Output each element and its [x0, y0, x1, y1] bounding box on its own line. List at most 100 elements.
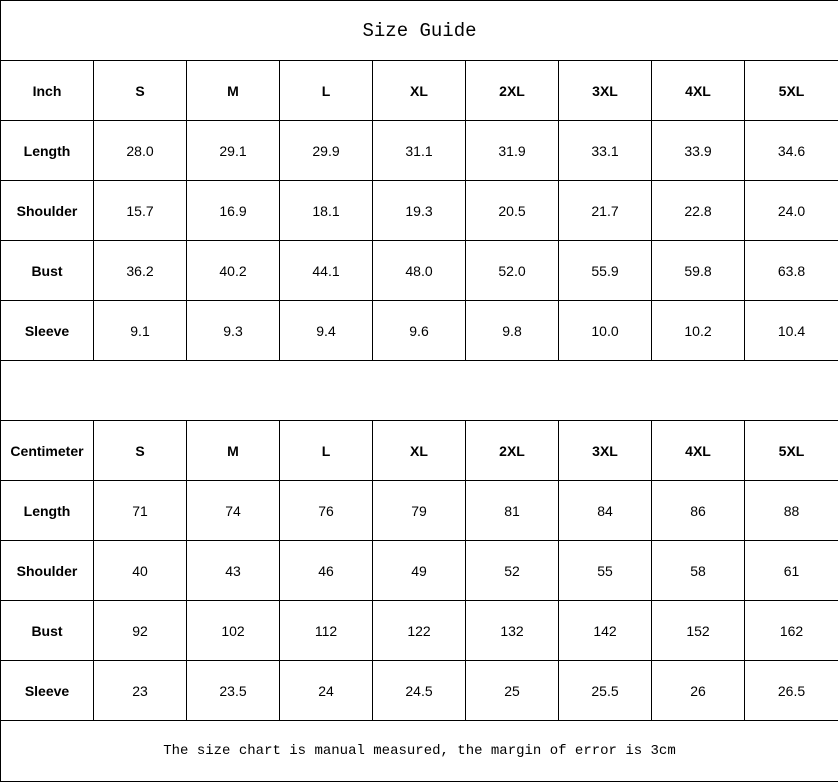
measurement-value: 9.1 — [94, 301, 187, 361]
measurement-value: 16.9 — [187, 181, 280, 241]
measurement-value: 76 — [280, 481, 373, 541]
measurement-value: 24.0 — [745, 181, 838, 241]
measurement-value: 28.0 — [94, 121, 187, 181]
measurement-value: 23.5 — [187, 661, 280, 721]
measurement-value: 43 — [187, 541, 280, 601]
measurement-value: 21.7 — [559, 181, 652, 241]
measurement-value: 33.9 — [652, 121, 745, 181]
measurement-label: Sleeve — [1, 301, 94, 361]
unit-label: Inch — [1, 61, 94, 121]
size-header: XL — [373, 421, 466, 481]
measurement-value: 26 — [652, 661, 745, 721]
title-row: Size Guide — [1, 1, 838, 61]
measurement-value: 142 — [559, 601, 652, 661]
measurement-label: Bust — [1, 601, 94, 661]
measurement-value: 29.9 — [280, 121, 373, 181]
size-header: 3XL — [559, 421, 652, 481]
size-header: M — [187, 421, 280, 481]
measurement-value: 9.6 — [373, 301, 466, 361]
measurement-value: 20.5 — [466, 181, 559, 241]
footer-row: The size chart is manual measured, the m… — [1, 721, 838, 782]
measurement-label: Shoulder — [1, 181, 94, 241]
measurement-label: Length — [1, 481, 94, 541]
measurement-value: 34.6 — [745, 121, 838, 181]
measurement-value: 40.2 — [187, 241, 280, 301]
measurement-value: 36.2 — [94, 241, 187, 301]
measurement-value: 63.8 — [745, 241, 838, 301]
measurement-value: 26.5 — [745, 661, 838, 721]
measurement-value: 52 — [466, 541, 559, 601]
measurement-value: 10.2 — [652, 301, 745, 361]
size-header: S — [94, 421, 187, 481]
measurement-label: Bust — [1, 241, 94, 301]
measurement-value: 10.4 — [745, 301, 838, 361]
measurement-value: 9.8 — [466, 301, 559, 361]
measurement-value: 18.1 — [280, 181, 373, 241]
size-header: L — [280, 61, 373, 121]
measurement-value: 22.8 — [652, 181, 745, 241]
measurement-value: 24.5 — [373, 661, 466, 721]
measurement-value: 162 — [745, 601, 838, 661]
measurement-value: 84 — [559, 481, 652, 541]
size-header: 4XL — [652, 421, 745, 481]
measurement-value: 52.0 — [466, 241, 559, 301]
measurement-value: 79 — [373, 481, 466, 541]
measurement-label: Length — [1, 121, 94, 181]
measurement-value: 9.4 — [280, 301, 373, 361]
measurement-value: 88 — [745, 481, 838, 541]
measurement-value: 33.1 — [559, 121, 652, 181]
measurement-value: 23 — [94, 661, 187, 721]
measurement-value: 9.3 — [187, 301, 280, 361]
measurement-label: Shoulder — [1, 541, 94, 601]
spacer-row — [1, 361, 838, 421]
measurement-value: 10.0 — [559, 301, 652, 361]
size-header: S — [94, 61, 187, 121]
size-header: L — [280, 421, 373, 481]
measurement-value: 19.3 — [373, 181, 466, 241]
measurement-value: 31.9 — [466, 121, 559, 181]
measurement-value: 122 — [373, 601, 466, 661]
measurement-value: 25 — [466, 661, 559, 721]
measurement-value: 71 — [94, 481, 187, 541]
measurement-value: 152 — [652, 601, 745, 661]
measurement-value: 55 — [559, 541, 652, 601]
measurement-value: 25.5 — [559, 661, 652, 721]
measurement-label: Sleeve — [1, 661, 94, 721]
measurement-value: 31.1 — [373, 121, 466, 181]
measurement-value: 48.0 — [373, 241, 466, 301]
size-header: 3XL — [559, 61, 652, 121]
size-header: 5XL — [745, 421, 838, 481]
measurement-value: 55.9 — [559, 241, 652, 301]
measurement-value: 86 — [652, 481, 745, 541]
size-header: 5XL — [745, 61, 838, 121]
measurement-value: 102 — [187, 601, 280, 661]
measurement-value: 46 — [280, 541, 373, 601]
measurement-value: 15.7 — [94, 181, 187, 241]
measurement-value: 132 — [466, 601, 559, 661]
size-header: XL — [373, 61, 466, 121]
measurement-value: 81 — [466, 481, 559, 541]
measurement-value: 74 — [187, 481, 280, 541]
footer-note: The size chart is manual measured, the m… — [1, 721, 838, 782]
size-header: 2XL — [466, 61, 559, 121]
size-header: M — [187, 61, 280, 121]
measurement-value: 29.1 — [187, 121, 280, 181]
measurement-value: 44.1 — [280, 241, 373, 301]
measurement-value: 92 — [94, 601, 187, 661]
unit-label: Centimeter — [1, 421, 94, 481]
measurement-value: 24 — [280, 661, 373, 721]
measurement-value: 40 — [94, 541, 187, 601]
measurement-value: 49 — [373, 541, 466, 601]
size-header: 4XL — [652, 61, 745, 121]
spacer-cell — [1, 361, 838, 421]
